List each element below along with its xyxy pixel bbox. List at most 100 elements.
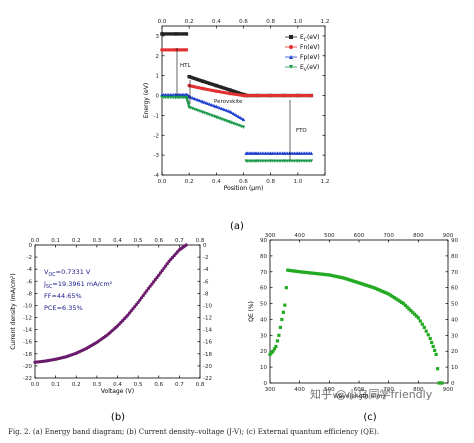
- series-point: [244, 151, 248, 155]
- y-tick-label: -20: [23, 364, 32, 370]
- qe-point: [434, 352, 438, 356]
- jv-point: [164, 264, 168, 268]
- y-tick-label: 30: [260, 333, 267, 339]
- series-point: [241, 117, 246, 122]
- jv-point: [148, 284, 152, 288]
- qe-point: [314, 271, 318, 276]
- legend-marker: [289, 45, 293, 49]
- qe-point: [299, 270, 304, 274]
- x-tick-label-top: 0.0: [158, 19, 167, 25]
- legend: EC(eV)Fn(eV) Fp(eV) EV(eV): [285, 34, 320, 73]
- qe-point: [320, 272, 324, 276]
- qe-point: [401, 301, 406, 306]
- x-tick-label: 0.5: [134, 382, 143, 388]
- series-point: [214, 115, 219, 120]
- qe-point: [387, 292, 391, 296]
- series-point: [207, 102, 212, 106]
- figure-caption: Fig. 2. (a) Energy band diagram; (b) Cur…: [8, 428, 379, 436]
- y-tick-label: 70: [260, 270, 267, 276]
- series-point: [236, 114, 241, 118]
- y-tick-label-right: 90: [451, 238, 458, 244]
- x-tick-label-top: 0.1: [51, 238, 60, 244]
- qe-point: [340, 276, 344, 280]
- jv-annotation-2: FF=44.65%: [44, 292, 82, 300]
- qe-point: [280, 317, 284, 322]
- series-point: [207, 81, 212, 86]
- series-point: [233, 90, 237, 94]
- series-point: [187, 105, 191, 110]
- series-point: [173, 92, 178, 97]
- panel-a-label: (a): [230, 221, 244, 232]
- series-point: [228, 120, 232, 125]
- series-point: [160, 92, 164, 97]
- series-point: [268, 159, 273, 163]
- x-tick-label: 1.2: [321, 179, 330, 185]
- qe-point: [379, 289, 383, 293]
- x-tick-label-top: 1.2: [321, 19, 330, 25]
- series-point: [201, 79, 205, 83]
- qe-point: [281, 310, 285, 314]
- series-point: [282, 93, 286, 98]
- y-tick-label: -2: [27, 255, 32, 261]
- x-tick-label-top: 0.6: [239, 19, 248, 25]
- x-tick-label-top: 500: [324, 233, 335, 239]
- series-point: [238, 91, 242, 95]
- legend-label-0: EC(eV): [300, 34, 319, 43]
- y-tick-label-right: -14: [203, 328, 212, 334]
- jv-point: [138, 298, 142, 302]
- series-point: [167, 32, 171, 36]
- legend-marker: [289, 55, 293, 59]
- qe-point: [324, 272, 328, 277]
- x-tick-label-top: 700: [383, 233, 394, 239]
- qe-point: [426, 333, 430, 337]
- jv-point: [153, 278, 157, 282]
- y-tick-label: -2: [154, 133, 159, 139]
- x-tick-label: 0.7: [175, 382, 184, 388]
- x-axis-label: Voltage (V): [101, 388, 134, 395]
- y-tick-label: 3: [156, 34, 160, 40]
- qe-point: [433, 348, 437, 353]
- annotation-fto: FTO: [296, 128, 307, 134]
- plot-frame: [269, 239, 449, 384]
- qe-point: [430, 340, 434, 345]
- qe-point: [351, 279, 356, 283]
- x-tick-label: 900: [443, 387, 454, 393]
- y-tick-label-right: -6: [203, 279, 209, 285]
- series-point: [190, 76, 195, 80]
- series-point: [211, 103, 215, 107]
- qe-point: [353, 280, 357, 284]
- series-point: [223, 107, 227, 112]
- qe-point: [296, 269, 300, 274]
- jv-point: [150, 282, 154, 286]
- y-tick-label: 60: [260, 286, 267, 292]
- qe-point: [309, 271, 313, 275]
- qe-point: [418, 319, 422, 323]
- qe-point: [307, 271, 311, 275]
- qe-point: [277, 333, 281, 337]
- qe-point: [366, 284, 370, 288]
- x-tick-label-top: 0.2: [72, 238, 81, 244]
- y-axis-label: Energy (eV): [143, 83, 150, 118]
- legend-label-3: EV(eV): [300, 64, 319, 73]
- y-tick-label-right: 60: [451, 286, 458, 292]
- x-tick-label-top: 0.8: [266, 19, 275, 25]
- y-tick-label: -4: [27, 267, 33, 273]
- series-point: [282, 159, 286, 163]
- y-tick-label-right: 80: [451, 254, 458, 260]
- y-axis-label: QE (%): [248, 301, 255, 322]
- y-tick-label: -10: [23, 303, 32, 309]
- series-point: [255, 151, 259, 155]
- series-point: [228, 91, 232, 96]
- y-tick-label-right: 70: [451, 270, 458, 276]
- qe-point: [286, 268, 290, 272]
- y-tick-label-right: -8: [203, 291, 209, 297]
- qe-point: [440, 381, 444, 385]
- series-point: [235, 90, 239, 94]
- series-point: [173, 48, 178, 52]
- series-point: [194, 97, 198, 101]
- y-tick-label-right: 20: [451, 349, 458, 355]
- qe-point: [335, 274, 339, 279]
- x-tick-label: 0.6: [154, 382, 163, 388]
- series-point: [296, 151, 300, 155]
- series-point: [218, 85, 222, 89]
